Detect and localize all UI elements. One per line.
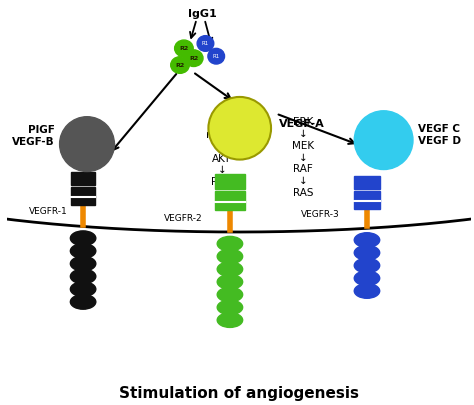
Ellipse shape <box>217 249 243 264</box>
Text: ↓: ↓ <box>299 153 308 163</box>
Text: ERK: ERK <box>293 117 313 128</box>
Ellipse shape <box>70 294 96 309</box>
Ellipse shape <box>217 300 243 315</box>
Text: R2: R2 <box>189 55 198 61</box>
Ellipse shape <box>60 117 114 172</box>
Ellipse shape <box>70 256 96 271</box>
Ellipse shape <box>70 244 96 258</box>
Ellipse shape <box>174 40 193 57</box>
Bar <box>215 174 245 189</box>
Ellipse shape <box>70 231 96 245</box>
Text: PI3K: PI3K <box>211 177 233 187</box>
Ellipse shape <box>354 111 413 170</box>
Ellipse shape <box>354 258 380 273</box>
Bar <box>72 188 95 205</box>
Text: RAS: RAS <box>293 188 314 198</box>
Ellipse shape <box>354 233 380 247</box>
Ellipse shape <box>70 282 96 296</box>
Ellipse shape <box>197 36 214 51</box>
Ellipse shape <box>217 313 243 327</box>
Text: VEGFR-1: VEGFR-1 <box>28 207 67 216</box>
Text: R1: R1 <box>213 54 220 59</box>
Text: PlGF
VEGF-B: PlGF VEGF-B <box>12 126 55 147</box>
Text: ↓: ↓ <box>218 142 227 152</box>
Ellipse shape <box>70 269 96 284</box>
Text: VEGFR-2: VEGFR-2 <box>164 214 202 223</box>
Text: ↓: ↓ <box>299 129 308 139</box>
Text: VEGF C
VEGF D: VEGF C VEGF D <box>418 124 461 146</box>
Ellipse shape <box>217 287 243 302</box>
Text: AKT: AKT <box>212 153 232 164</box>
Text: ↓: ↓ <box>299 176 308 186</box>
Ellipse shape <box>184 50 203 66</box>
Ellipse shape <box>354 245 380 260</box>
Ellipse shape <box>217 237 243 251</box>
Text: MEK: MEK <box>292 141 314 151</box>
Text: RAF: RAF <box>293 164 313 175</box>
Text: mTOR: mTOR <box>206 130 238 140</box>
Text: ↓: ↓ <box>218 165 227 175</box>
Ellipse shape <box>217 275 243 289</box>
Text: R2: R2 <box>179 46 189 51</box>
Bar <box>215 191 245 211</box>
Text: R2: R2 <box>175 62 185 68</box>
Ellipse shape <box>217 262 243 277</box>
Ellipse shape <box>208 48 225 64</box>
Bar <box>354 177 380 189</box>
Ellipse shape <box>354 271 380 286</box>
Bar <box>354 191 380 209</box>
Text: R1: R1 <box>202 41 209 46</box>
Ellipse shape <box>209 97 271 160</box>
Text: VEGF-A: VEGF-A <box>279 119 325 129</box>
Text: Stimulation of angiogenesis: Stimulation of angiogenesis <box>119 386 359 401</box>
Ellipse shape <box>354 284 380 298</box>
Bar <box>72 172 95 185</box>
Text: IgG1: IgG1 <box>188 9 217 19</box>
Text: VEGFR-3: VEGFR-3 <box>301 210 339 219</box>
Ellipse shape <box>171 57 189 73</box>
